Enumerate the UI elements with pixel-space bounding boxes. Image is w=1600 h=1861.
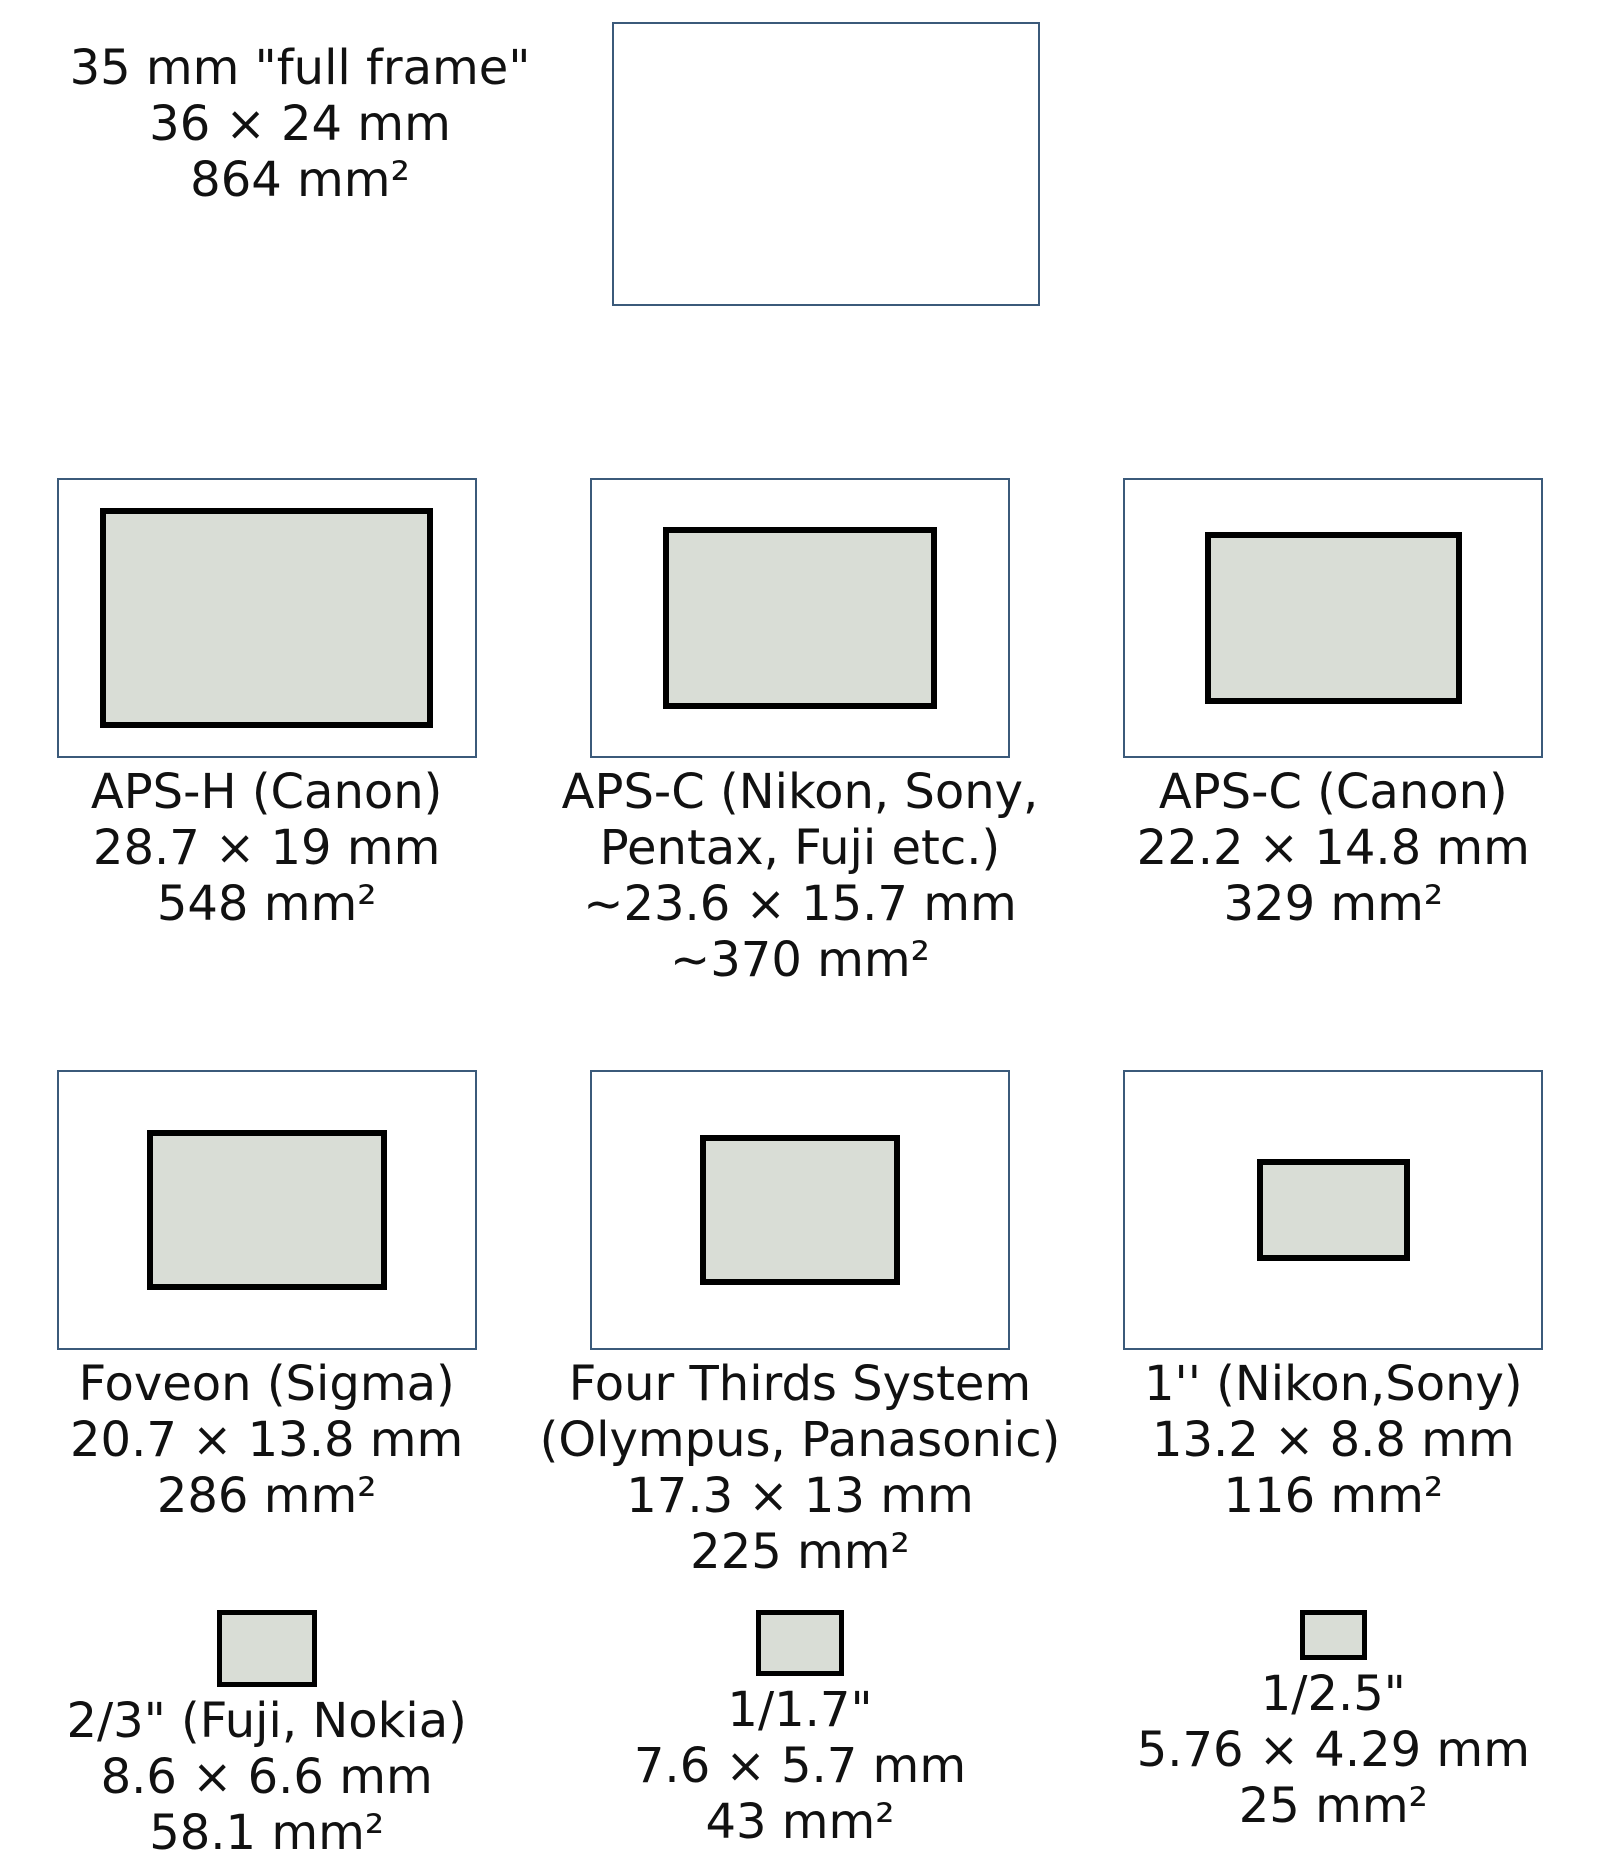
caption-line: 548 mm²: [91, 876, 443, 932]
sensor-inner-rect: [700, 1135, 901, 1286]
caption-line: ~370 mm²: [562, 932, 1039, 988]
sensor-caption: 1/2.5"5.76 × 4.29 mm25 mm²: [1137, 1666, 1530, 1834]
sensor-size-comparison-diagram: 35 mm "full frame" 36 × 24 mm 864 mm² AP…: [0, 0, 1600, 1839]
caption-line: 5.76 × 4.29 mm: [1137, 1722, 1530, 1778]
caption-line: Four Thirds System: [540, 1356, 1061, 1412]
sensor-cell-two-thirds-fuji-nokia: 2/3" (Fuji, Nokia)8.6 × 6.6 mm58.1 mm²: [66, 1610, 466, 1861]
sensor-inner-rect: [1300, 1610, 1367, 1660]
caption-line: 20.7 × 13.8 mm: [70, 1412, 463, 1468]
sensor-cell-aps-c-canon: APS-C (Canon)22.2 × 14.8 mm329 mm²: [1123, 478, 1543, 988]
caption-line: Pentax, Fuji etc.): [562, 820, 1039, 876]
caption-line: 1/1.7": [634, 1682, 966, 1738]
caption-line: APS-H (Canon): [91, 764, 443, 820]
sensor-outer-frame: [1123, 478, 1543, 758]
sensor-cell-aps-h-canon: APS-H (Canon)28.7 × 19 mm548 mm²: [57, 478, 477, 988]
sensor-outer-frame: [590, 1070, 1010, 1350]
sensor-cell-aps-c-nikon-sony-pentax-fuji: APS-C (Nikon, Sony,Pentax, Fuji etc.)~23…: [562, 478, 1039, 988]
sensor-row-c: 2/3" (Fuji, Nokia)8.6 × 6.6 mm58.1 mm² 1/…: [0, 1610, 1600, 1861]
sensor-inner-rect: [663, 527, 937, 709]
caption-line: APS-C (Canon): [1137, 764, 1530, 820]
sensor-caption: 1/1.7"7.6 × 5.7 mm43 mm²: [634, 1682, 966, 1850]
sensor-outer-frame: [57, 478, 477, 758]
sensor-row-a: APS-H (Canon)28.7 × 19 mm548 mm² APS-C (N…: [0, 478, 1600, 988]
sensor-cell-one-over-1-7: 1/1.7"7.6 × 5.7 mm43 mm²: [634, 1610, 966, 1861]
sensor-outer-frame: [590, 478, 1010, 758]
caption-line: APS-C (Nikon, Sony,: [562, 764, 1039, 820]
caption-line: 116 mm²: [1144, 1468, 1523, 1524]
caption-line: 58.1 mm²: [66, 1805, 466, 1861]
sensor-inner-rect: [100, 508, 433, 728]
sensor-caption: APS-C (Nikon, Sony,Pentax, Fuji etc.)~23…: [562, 764, 1039, 988]
sensor-inner-rect: [147, 1130, 387, 1290]
sensor-inner-rect: [217, 1610, 317, 1687]
sensor-outer-frame: [57, 1070, 477, 1350]
sensor-inner-rect: [756, 1610, 844, 1676]
caption-line: 13.2 × 8.8 mm: [1144, 1412, 1523, 1468]
sensor-caption: Four Thirds System(Olympus, Panasonic)17…: [540, 1356, 1061, 1580]
sensor-caption: 2/3" (Fuji, Nokia)8.6 × 6.6 mm58.1 mm²: [66, 1693, 466, 1861]
full-frame-label-line-1: 35 mm "full frame": [20, 40, 580, 96]
caption-line: 2/3" (Fuji, Nokia): [66, 1693, 466, 1749]
sensor-cell-one-inch-nikon-sony: 1'' (Nikon,Sony)13.2 × 8.8 mm116 mm²: [1123, 1070, 1543, 1580]
caption-line: 1/2.5": [1137, 1666, 1530, 1722]
sensor-cell-four-thirds: Four Thirds System(Olympus, Panasonic)17…: [540, 1070, 1061, 1580]
sensor-caption: 1'' (Nikon,Sony)13.2 × 8.8 mm116 mm²: [1144, 1356, 1523, 1524]
full-frame-label: 35 mm "full frame" 36 × 24 mm 864 mm²: [20, 40, 580, 208]
full-frame-label-line-3: 864 mm²: [20, 152, 580, 208]
sensor-cell-one-over-2-5: 1/2.5"5.76 × 4.29 mm25 mm²: [1137, 1610, 1530, 1861]
caption-line: 43 mm²: [634, 1794, 966, 1850]
caption-line: 7.6 × 5.7 mm: [634, 1738, 966, 1794]
caption-line: 286 mm²: [70, 1468, 463, 1524]
caption-line: 28.7 × 19 mm: [91, 820, 443, 876]
caption-line: 22.2 × 14.8 mm: [1137, 820, 1530, 876]
caption-line: (Olympus, Panasonic): [540, 1412, 1061, 1468]
sensor-caption: APS-C (Canon)22.2 × 14.8 mm329 mm²: [1137, 764, 1530, 932]
caption-line: 25 mm²: [1137, 1778, 1530, 1834]
caption-line: 225 mm²: [540, 1524, 1061, 1580]
sensor-caption: Foveon (Sigma)20.7 × 13.8 mm286 mm²: [70, 1356, 463, 1524]
sensor-row-b: Foveon (Sigma)20.7 × 13.8 mm286 mm² Four …: [0, 1070, 1600, 1580]
caption-line: Foveon (Sigma): [70, 1356, 463, 1412]
sensor-inner-rect: [1257, 1159, 1410, 1261]
sensor-cell-foveon-sigma: Foveon (Sigma)20.7 × 13.8 mm286 mm²: [57, 1070, 477, 1580]
caption-line: 329 mm²: [1137, 876, 1530, 932]
caption-line: ~23.6 × 15.7 mm: [562, 876, 1039, 932]
caption-line: 8.6 × 6.6 mm: [66, 1749, 466, 1805]
full-frame-box: [612, 22, 1040, 306]
sensor-inner-rect: [1205, 532, 1463, 704]
caption-line: 17.3 × 13 mm: [540, 1468, 1061, 1524]
caption-line: 1'' (Nikon,Sony): [1144, 1356, 1523, 1412]
full-frame-label-line-2: 36 × 24 mm: [20, 96, 580, 152]
sensor-caption: APS-H (Canon)28.7 × 19 mm548 mm²: [91, 764, 443, 932]
sensor-outer-frame: [1123, 1070, 1543, 1350]
